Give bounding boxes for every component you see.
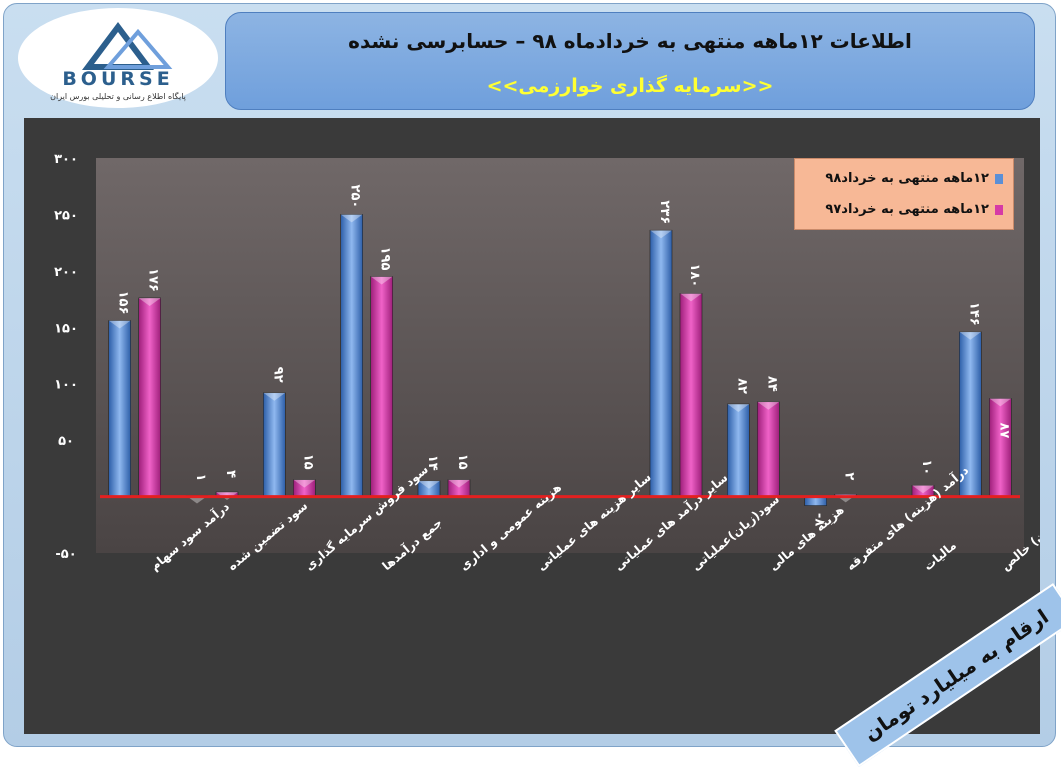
data-label: ۱۴ bbox=[425, 455, 440, 471]
legend-swatch-icon bbox=[995, 173, 1003, 184]
data-label: ۲۳۶ bbox=[657, 200, 672, 224]
y-tick-label: ۱۵۰ bbox=[54, 321, 78, 336]
bar bbox=[340, 214, 363, 497]
company-subtitle: <<سرمایه گذاری خوارزمی>> bbox=[486, 75, 774, 97]
bar bbox=[649, 229, 673, 497]
data-label: ۱۵ bbox=[455, 454, 470, 470]
data-label: ۱۷۶ bbox=[146, 268, 161, 292]
y-tick-label: ۲۵۰ bbox=[54, 208, 78, 223]
data-label: ۲۵۰ bbox=[348, 185, 363, 209]
bar-bevel bbox=[959, 331, 982, 340]
data-label: ۹۲ bbox=[270, 367, 285, 383]
data-label: ۱۵۶ bbox=[116, 291, 131, 315]
legend: ۱۲ماهه منتهی به خرداد۹۸ ۱۲ماهه منتهی به … bbox=[794, 158, 1014, 230]
bar-bevel bbox=[757, 401, 780, 410]
bar bbox=[679, 293, 703, 497]
legend-label: ۱۲ماهه منتهی به خرداد۹۸ bbox=[825, 171, 989, 186]
data-label: ۱۸۰ bbox=[687, 264, 702, 288]
bar-bevel bbox=[912, 485, 934, 494]
bar bbox=[108, 320, 131, 497]
bar-bevel bbox=[108, 320, 131, 329]
legend-item-98: ۱۲ماهه منتهی به خرداد۹۸ bbox=[795, 164, 1013, 194]
bar-bevel bbox=[680, 293, 702, 302]
data-label: ۱ bbox=[193, 473, 208, 481]
data-label: -۸ bbox=[812, 513, 827, 526]
bar-bevel bbox=[418, 480, 440, 489]
bar-bevel bbox=[340, 214, 363, 223]
logo-text: BOURSE bbox=[62, 68, 174, 90]
bar-bevel bbox=[263, 392, 286, 401]
plot-area: -۵۰ ۵۰ ۱۰۰ ۱۵۰ ۲۰۰ ۲۵۰ ۳۰۰ ۱۵۶ ۱ ۹۲ ۲۵۰ ۱۴ ۲۳۶ ۸۲ -۸ ۱۴… bbox=[24, 118, 1061, 767]
data-label: ۱۵ bbox=[300, 454, 315, 470]
legend-item-97: ۱۲ماهه منتهی به خرداد۹۷ bbox=[795, 195, 1013, 225]
logo-mark-icon bbox=[82, 22, 173, 70]
y-tick-label: ۳۰۰ bbox=[54, 152, 78, 167]
data-label: ۱۴۶ bbox=[966, 302, 981, 326]
bar-bevel bbox=[650, 230, 672, 239]
bar-bevel bbox=[293, 479, 316, 488]
data-label: ۱۹۵ bbox=[378, 247, 393, 271]
page-title: اطلاعات ۱۲ماهه منتهی به خردادماه ۹۸ – حس… bbox=[348, 29, 912, 53]
bar-bevel bbox=[727, 404, 750, 413]
bar bbox=[263, 392, 286, 497]
legend-label: ۱۲ماهه منتهی به خرداد۹۷ bbox=[825, 202, 989, 217]
y-tick-label: ۵۰ bbox=[58, 434, 74, 449]
bar bbox=[727, 403, 750, 497]
y-tick-label: ۲۰۰ bbox=[54, 265, 78, 280]
header-banner: اطلاعات ۱۲ماهه منتهی به خردادماه ۹۸ – حس… bbox=[225, 12, 1035, 110]
legend-swatch-icon bbox=[995, 204, 1003, 215]
bar bbox=[370, 276, 393, 497]
y-tick-label: ۱۰۰ bbox=[54, 378, 78, 393]
data-label: ۲ bbox=[842, 472, 857, 480]
bar bbox=[989, 398, 1012, 497]
bar-bevel bbox=[138, 297, 161, 306]
data-label: ۱۰ bbox=[919, 459, 934, 475]
data-label: ۸۴ bbox=[764, 376, 779, 392]
bar bbox=[138, 297, 161, 497]
data-label: ۴ bbox=[223, 470, 238, 478]
data-label: ۸۷ bbox=[996, 422, 1011, 438]
data-label: ۸۲ bbox=[734, 378, 749, 394]
bar-bevel bbox=[989, 398, 1012, 407]
bar-bevel bbox=[448, 479, 470, 488]
bar bbox=[757, 401, 780, 497]
bourse-logo: BOURSE پایگاه اطلاع رسانی و تحلیلی بورس … bbox=[18, 8, 218, 108]
logo-subtext: پایگاه اطلاع رسانی و تحلیلی بورس ایران bbox=[50, 92, 186, 101]
y-tick-label: -۵۰ bbox=[55, 547, 76, 562]
bar-bevel bbox=[370, 276, 393, 285]
